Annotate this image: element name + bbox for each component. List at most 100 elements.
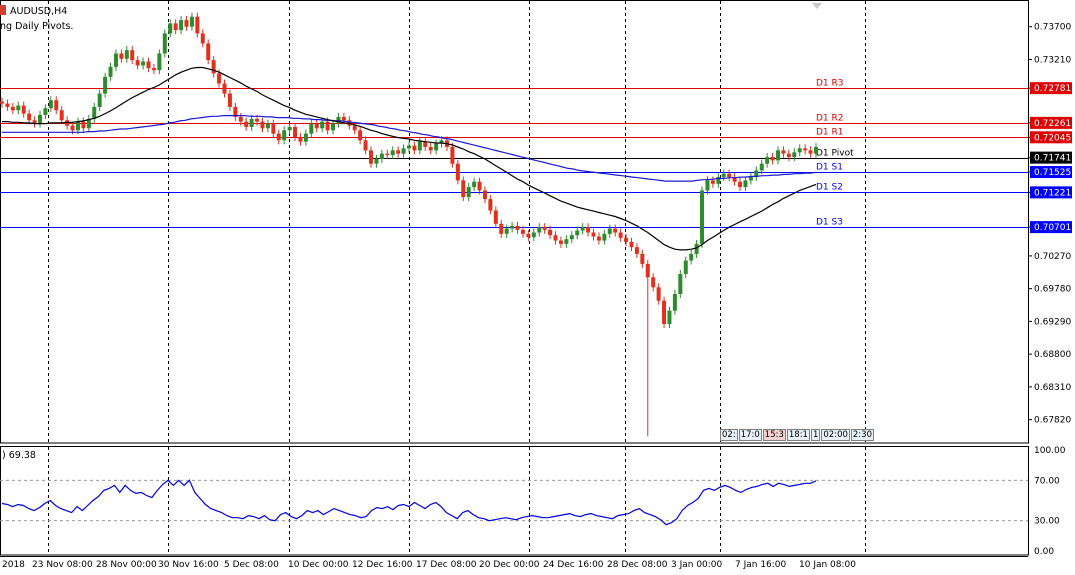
pivot-label: D1 S2 — [816, 183, 843, 193]
candle-body — [0, 101, 4, 104]
candle-body — [564, 239, 569, 244]
candle-body — [417, 141, 422, 151]
candle-body — [124, 50, 129, 59]
candle-body — [667, 310, 672, 325]
indicator-label: ng Daily Pivots. — [0, 21, 73, 32]
x-tick-label: 5 Dec 08:00 — [224, 560, 279, 570]
candle-body — [461, 180, 466, 198]
time-box-segment: 15:3 — [762, 429, 786, 441]
candle-body — [97, 93, 102, 107]
candle-body — [211, 60, 216, 74]
time-box-segment: 02:00 — [821, 429, 850, 441]
y-tick-label: 0.68800 — [1034, 350, 1071, 360]
candle-body — [781, 150, 786, 154]
candle-body — [754, 170, 759, 178]
pivot-label: D1 S1 — [816, 163, 843, 173]
rsi-line — [1, 479, 817, 526]
candle-body — [396, 150, 401, 154]
shift-marker-icon — [812, 3, 822, 9]
candle-body — [596, 236, 601, 241]
candle-body — [314, 123, 319, 129]
candle-body — [423, 141, 428, 147]
rsi-tick-label: 100.00 — [1034, 446, 1066, 456]
candle-body — [748, 177, 753, 181]
candle-body — [331, 123, 336, 131]
candle-body — [390, 150, 395, 156]
candle-body — [510, 225, 515, 229]
candle-body — [249, 118, 254, 127]
candle-body — [43, 108, 48, 115]
candle-body — [412, 145, 417, 151]
time-box-segment: 18:1 — [786, 429, 810, 441]
candle-body — [265, 123, 270, 129]
candle-body — [65, 120, 70, 126]
symbol-icon — [0, 5, 6, 15]
candle-body — [5, 103, 10, 107]
candle-body — [705, 180, 710, 191]
candle-body — [727, 173, 732, 178]
candle-body — [683, 260, 688, 274]
price-tag — [1030, 116, 1072, 129]
price-tag — [1030, 151, 1072, 164]
candle-body — [282, 130, 287, 141]
time-scale-box: 02: 17:0 15:3 18:1 1 02:00 2:30 — [720, 429, 875, 441]
candle-body — [184, 20, 189, 27]
candle-body — [407, 145, 411, 149]
candle-body — [586, 227, 591, 233]
y-tick-label: 0.67820 — [1034, 416, 1071, 426]
time-box-segment: 02: — [720, 429, 738, 441]
candle-body — [640, 253, 645, 264]
candle-body — [716, 177, 721, 184]
price-tag-label: 0.71741 — [1034, 154, 1071, 164]
candle-body — [75, 121, 80, 131]
candle-body — [233, 106, 238, 117]
candle-body — [786, 153, 791, 158]
candle-body — [21, 105, 26, 114]
candle-body — [358, 130, 363, 141]
candle-body — [542, 227, 547, 230]
candle-body — [260, 121, 265, 129]
candle-body — [455, 163, 460, 181]
candle-body — [119, 53, 124, 59]
candle-body — [227, 93, 232, 107]
candle-body — [743, 180, 748, 188]
candle-body — [16, 105, 21, 111]
x-tick-label: 12 Dec 16:00 — [352, 560, 413, 570]
pivot-label: D1 R2 — [816, 114, 844, 124]
price-tag — [1030, 82, 1072, 95]
candle-body — [792, 152, 797, 158]
y-tick-label: 0.69780 — [1034, 285, 1071, 295]
candle-body — [814, 146, 818, 154]
candle-body — [146, 61, 151, 69]
candle-body — [662, 300, 667, 325]
chart-title: AUDUSD,H4 — [10, 6, 67, 17]
candle-body — [776, 150, 781, 161]
candle-body — [37, 114, 42, 124]
y-tick-label: 0.68310 — [1034, 383, 1071, 393]
candle-body — [803, 148, 808, 151]
candle-body — [575, 230, 580, 236]
price-tag — [1030, 221, 1072, 234]
x-tick-label: 20 Dec 00:00 — [479, 560, 540, 570]
candle-body — [135, 60, 140, 66]
candle-body — [770, 157, 775, 161]
candle-body — [602, 233, 607, 241]
candle-body — [613, 228, 618, 233]
price-tag-label: 0.72261 — [1034, 119, 1071, 129]
candle-body — [531, 232, 536, 238]
candle-body — [162, 33, 167, 54]
candle-body — [569, 235, 574, 240]
candle-body — [624, 237, 629, 242]
candle-body — [141, 61, 146, 66]
candle-body — [27, 113, 32, 121]
rsi-frame — [0, 446, 1029, 556]
candle-body — [173, 23, 178, 31]
candle-body — [808, 150, 813, 154]
candle-body — [515, 225, 520, 230]
candle-body — [363, 140, 368, 151]
pivot-label: D1 Pivot — [816, 149, 854, 159]
candle-body — [86, 118, 91, 129]
price-tag — [1030, 166, 1072, 179]
price-tag — [1030, 131, 1072, 144]
